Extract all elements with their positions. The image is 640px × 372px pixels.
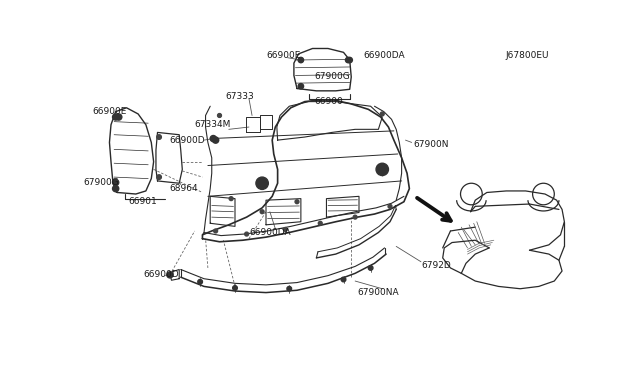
Circle shape [353, 215, 357, 219]
Circle shape [214, 229, 218, 233]
Circle shape [256, 177, 268, 189]
Text: 66900DA: 66900DA [249, 228, 291, 237]
Circle shape [233, 286, 237, 290]
Circle shape [157, 175, 161, 179]
Circle shape [113, 186, 119, 192]
Circle shape [347, 57, 353, 63]
Text: 66900E: 66900E [266, 51, 300, 60]
Circle shape [157, 135, 161, 140]
Text: 66900DA: 66900DA [363, 51, 404, 60]
Text: 66900: 66900 [314, 97, 343, 106]
Circle shape [380, 112, 384, 116]
Text: 67900N: 67900N [413, 140, 449, 149]
Circle shape [244, 232, 248, 236]
Circle shape [198, 279, 202, 284]
Text: 67333: 67333 [226, 92, 255, 101]
Text: 66900D: 66900D [169, 136, 205, 145]
Circle shape [113, 114, 119, 120]
Circle shape [218, 113, 221, 118]
Text: 67900NA: 67900NA [358, 288, 399, 297]
Circle shape [167, 272, 173, 278]
Circle shape [113, 179, 119, 186]
Text: 67900G: 67900G [314, 73, 350, 81]
Circle shape [346, 57, 351, 63]
Circle shape [210, 135, 216, 142]
Circle shape [298, 84, 303, 89]
Circle shape [229, 197, 233, 201]
Text: 68964: 68964 [169, 184, 198, 193]
Circle shape [260, 210, 264, 214]
Circle shape [388, 205, 392, 208]
Text: 67334M: 67334M [195, 120, 231, 129]
Circle shape [376, 163, 388, 176]
Text: 67900G: 67900G [84, 178, 120, 187]
Circle shape [212, 137, 219, 143]
Text: 66900E: 66900E [92, 107, 127, 116]
Text: J67800EU: J67800EU [506, 51, 549, 60]
Circle shape [295, 200, 299, 203]
Circle shape [284, 228, 287, 231]
Circle shape [368, 266, 373, 270]
Text: 6792D: 6792D [421, 261, 451, 270]
Text: 66901: 66901 [128, 197, 157, 206]
Circle shape [116, 114, 122, 120]
Circle shape [298, 57, 303, 63]
Circle shape [341, 277, 346, 282]
Circle shape [287, 286, 292, 291]
Circle shape [318, 221, 322, 225]
Text: 66900D: 66900D [143, 270, 179, 279]
